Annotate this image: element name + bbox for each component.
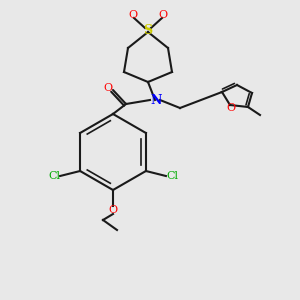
Text: Cl: Cl xyxy=(48,171,60,181)
Text: O: O xyxy=(103,83,112,93)
Text: O: O xyxy=(226,103,236,113)
Text: N: N xyxy=(150,94,162,106)
Text: Cl: Cl xyxy=(166,171,178,181)
Text: O: O xyxy=(108,205,118,215)
Text: O: O xyxy=(128,10,138,20)
Text: O: O xyxy=(158,10,168,20)
Text: S: S xyxy=(143,23,153,37)
